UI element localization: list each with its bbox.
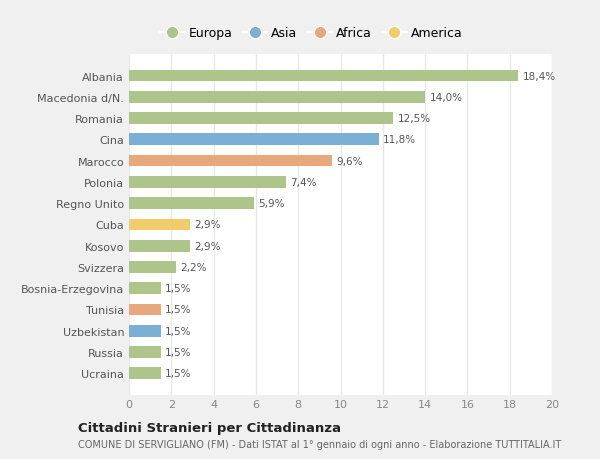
Bar bbox=[129, 71, 518, 82]
Bar bbox=[129, 241, 190, 252]
Bar bbox=[129, 177, 286, 188]
Legend: Europa, Asia, Africa, America: Europa, Asia, Africa, America bbox=[160, 28, 462, 40]
Bar bbox=[129, 347, 161, 358]
Bar bbox=[129, 198, 254, 209]
Text: 1,5%: 1,5% bbox=[165, 347, 191, 357]
Bar bbox=[129, 304, 161, 316]
Bar bbox=[129, 92, 425, 103]
Text: 1,5%: 1,5% bbox=[165, 369, 191, 379]
Bar bbox=[129, 283, 161, 294]
Bar bbox=[129, 325, 161, 337]
Text: 2,2%: 2,2% bbox=[180, 263, 206, 272]
Bar bbox=[129, 262, 176, 273]
Bar bbox=[129, 368, 161, 379]
Bar bbox=[129, 113, 394, 125]
Text: 1,5%: 1,5% bbox=[165, 326, 191, 336]
Bar bbox=[129, 156, 332, 167]
Bar bbox=[129, 219, 190, 231]
Text: 9,6%: 9,6% bbox=[336, 156, 363, 166]
Text: 14,0%: 14,0% bbox=[430, 93, 463, 102]
Bar bbox=[129, 134, 379, 146]
Text: 1,5%: 1,5% bbox=[165, 305, 191, 315]
Text: 11,8%: 11,8% bbox=[383, 135, 416, 145]
Text: 7,4%: 7,4% bbox=[290, 178, 316, 187]
Text: 2,9%: 2,9% bbox=[194, 220, 221, 230]
Text: 18,4%: 18,4% bbox=[523, 71, 556, 81]
Text: 5,9%: 5,9% bbox=[258, 199, 284, 209]
Text: 2,9%: 2,9% bbox=[194, 241, 221, 251]
Text: 1,5%: 1,5% bbox=[165, 284, 191, 294]
Text: 12,5%: 12,5% bbox=[398, 114, 431, 124]
Text: COMUNE DI SERVIGLIANO (FM) - Dati ISTAT al 1° gennaio di ogni anno - Elaborazion: COMUNE DI SERVIGLIANO (FM) - Dati ISTAT … bbox=[78, 440, 561, 449]
Text: Cittadini Stranieri per Cittadinanza: Cittadini Stranieri per Cittadinanza bbox=[78, 421, 341, 435]
